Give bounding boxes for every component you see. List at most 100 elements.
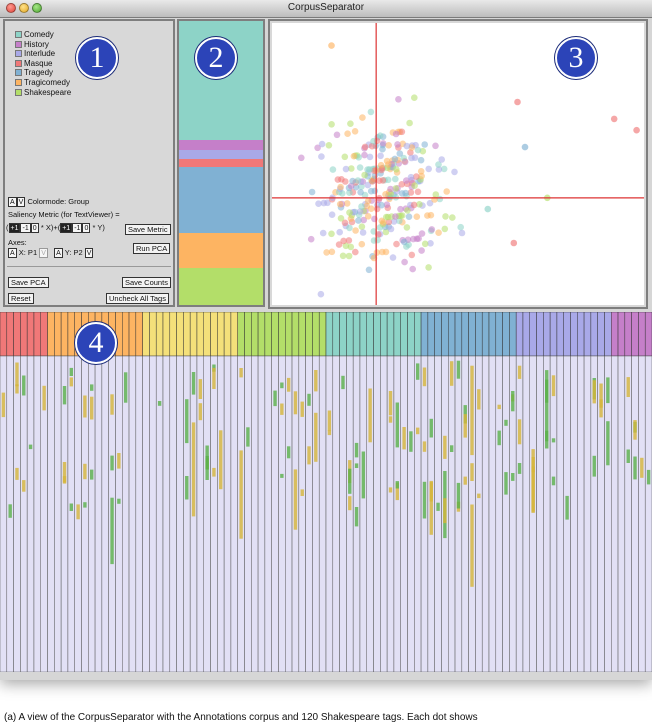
scatter-point[interactable] [359,114,366,121]
scatter-point[interactable] [458,229,466,237]
tag-column-header[interactable] [332,312,340,357]
scatter-point[interactable] [510,239,518,247]
tag-column-header[interactable] [244,312,252,357]
tag-column[interactable] [13,355,21,672]
tag-column-header[interactable] [454,312,463,357]
scatter-point[interactable] [403,177,410,184]
tag-column[interactable] [577,355,585,672]
tag-column[interactable] [624,355,632,672]
tag-column[interactable] [359,355,367,672]
scatter-point[interactable] [364,197,372,205]
scatter-point[interactable] [318,140,326,148]
tag-column[interactable] [203,355,211,672]
scatter-point[interactable] [370,137,377,145]
tag-column[interactable] [380,355,388,672]
x-minus1-button[interactable]: -1 [20,223,31,234]
tag-column[interactable] [454,355,463,672]
scatter-point[interactable] [323,249,330,256]
scatter-point[interactable] [361,171,368,179]
tag-column[interactable] [346,355,354,672]
colormode-a-toggle[interactable]: A [8,197,17,208]
tag-column[interactable] [481,355,490,672]
tag-column-header[interactable] [461,312,469,357]
scatter-point[interactable] [328,42,335,49]
scatter-point[interactable] [401,158,409,166]
scatter-point[interactable] [418,230,426,237]
scatter-point[interactable] [341,219,349,227]
tag-column-header[interactable] [441,312,449,357]
scatter-point[interactable] [385,142,392,149]
tag-column-header[interactable] [251,312,259,357]
scatter-point[interactable] [406,119,413,127]
scatter-point[interactable] [414,188,422,196]
tag-column[interactable] [318,355,327,672]
scatter-point[interactable] [404,207,411,214]
scatter-point[interactable] [407,149,414,156]
tag-column-header[interactable] [20,312,28,357]
tag-column[interactable] [128,355,137,672]
tag-column[interactable] [549,355,558,672]
scatter-point[interactable] [349,177,356,185]
scatter-point[interactable] [442,213,449,220]
tag-column-header[interactable] [407,312,415,357]
tag-column[interactable] [122,355,130,672]
y-zero-button[interactable]: 0 [82,223,91,234]
scatter-point[interactable] [400,238,408,246]
y-axis-v-toggle[interactable]: V [84,248,94,259]
tag-column[interactable] [583,355,592,672]
tag-column-header[interactable] [257,312,266,357]
scatter-point[interactable] [432,142,439,150]
scatter-point[interactable] [411,94,418,101]
tag-column-header[interactable] [128,312,137,357]
scatter-plot[interactable] [272,23,644,305]
scatter-point[interactable] [408,154,415,162]
tag-column-header[interactable] [298,312,306,357]
scatter-point[interactable] [383,201,391,208]
tag-column-header[interactable] [434,312,442,357]
tag-column-header[interactable] [590,312,598,357]
tag-column-header[interactable] [468,312,476,357]
scatter-point[interactable] [380,219,387,226]
scatter-point[interactable] [379,140,387,147]
scatter-point[interactable] [367,187,375,195]
tag-column-header[interactable] [543,312,551,357]
scatter-point[interactable] [328,211,336,218]
tag-column[interactable] [149,355,157,672]
scatter-point[interactable] [441,225,449,233]
tag-column-header[interactable] [481,312,490,357]
tag-column-header[interactable] [414,312,422,357]
scatter-point[interactable] [427,240,434,247]
scatter-point[interactable] [393,166,400,173]
run-pca-button[interactable]: Run PCA [133,243,171,254]
tag-column-header[interactable] [305,312,313,357]
scatter-point[interactable] [377,161,385,169]
tag-column[interactable] [373,355,381,672]
tag-column-header[interactable] [6,312,14,357]
scatter-point[interactable] [521,143,529,151]
tag-column[interactable] [33,355,41,672]
tag-column[interactable] [176,355,184,672]
tag-column-header[interactable] [122,312,130,357]
tag-column-header[interactable] [26,312,35,357]
scatter-point[interactable] [432,191,440,198]
scatter-point[interactable] [394,141,401,148]
scatter-point[interactable] [610,115,618,123]
scatter-point[interactable] [425,264,432,271]
scatter-point[interactable] [451,168,458,176]
scatter-point[interactable] [407,189,415,196]
scatter-point[interactable] [329,166,337,173]
tag-column[interactable] [611,355,619,672]
tag-column[interactable] [278,355,286,672]
tag-column-header[interactable] [393,312,401,357]
tag-column[interactable] [638,355,646,672]
scatter-point[interactable] [367,108,375,116]
tag-column-header[interactable] [373,312,381,357]
stack-segment[interactable] [179,267,263,305]
tag-column-header[interactable] [631,312,639,357]
scatter-point[interactable] [328,230,335,238]
stack-segment[interactable] [179,233,263,268]
scatter-point[interactable] [318,153,325,160]
scatter-point[interactable] [424,212,431,219]
tag-column[interactable] [502,355,510,672]
tag-column-header[interactable] [264,312,272,357]
